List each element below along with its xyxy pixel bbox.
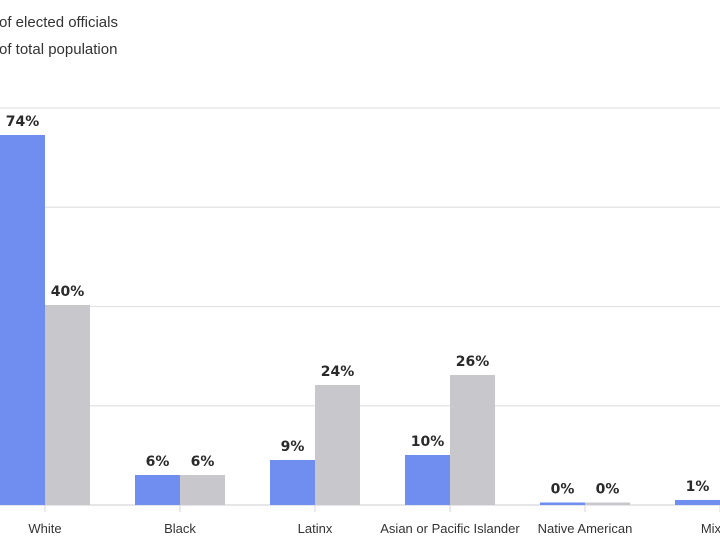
category-label: Latinx [298,521,333,536]
bar-population-1 [180,475,225,505]
bar-elected-5 [675,500,720,505]
legend-entry-elected-officials: of elected officials [0,14,118,31]
data-label: 10% [411,434,445,450]
data-label: 40% [51,284,85,300]
legend-entry-total-population: of total population [0,41,117,58]
bar-elected-3 [405,455,450,505]
bar-population-3 [450,375,495,505]
data-label: 26% [456,354,490,370]
category-label: Black [164,521,196,536]
data-label: 6% [191,454,215,470]
data-label: 0% [596,482,620,498]
bar-population-4 [585,502,630,505]
bar-elected-1 [135,475,180,505]
data-label: 0% [551,482,575,498]
data-label: 1% [686,479,710,495]
legend: of elected officials of total population [0,14,118,58]
data-label: 74% [6,114,40,130]
category-label: Asian or Pacific Islander [380,521,520,536]
data-label: 6% [146,454,170,470]
bar-elected-2 [270,460,315,505]
bar-elected-4 [540,502,585,505]
bar-population-2 [315,385,360,505]
data-label: 9% [281,439,305,455]
category-label: Native American [538,521,633,536]
data-label: 24% [321,364,355,380]
category-label: Mixed, [701,521,720,536]
category-label: White [28,521,61,536]
bar-elected-0 [0,135,45,505]
bar-population-0 [45,305,90,505]
